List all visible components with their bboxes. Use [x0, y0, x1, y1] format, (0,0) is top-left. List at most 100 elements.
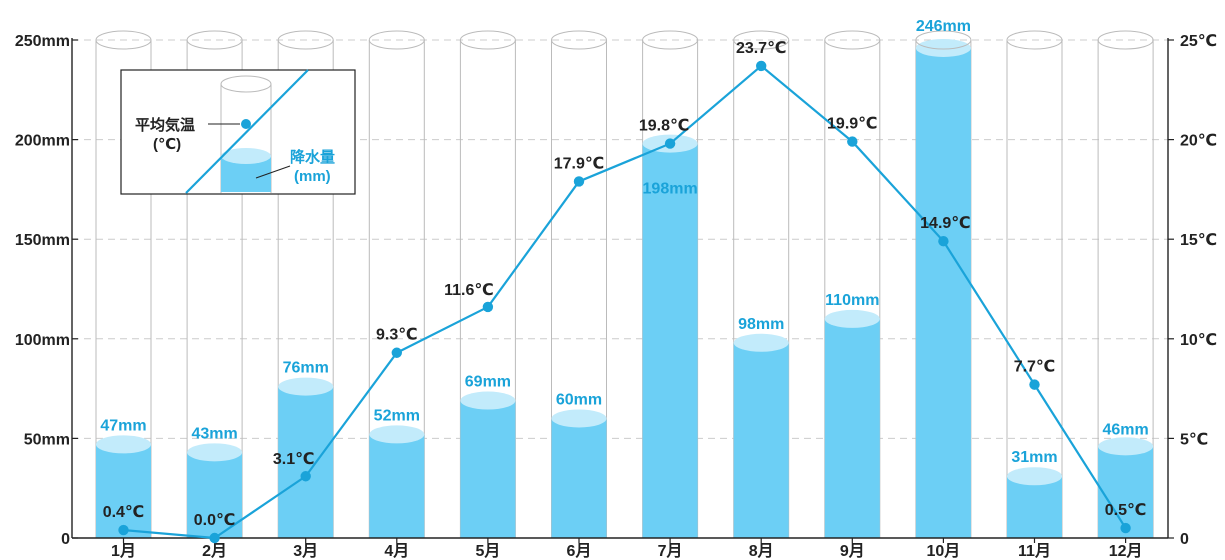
temperature-point — [938, 235, 949, 247]
cylinder-rim — [733, 30, 790, 50]
cylinder-rim — [459, 30, 516, 50]
temperature-point — [1029, 379, 1040, 390]
temperature-value-label: 0.0℃ — [194, 512, 236, 529]
precip-value-label: 43mm — [191, 425, 237, 442]
precip-bar-surface — [369, 425, 425, 444]
temperature-value-label: 11.6℃ — [444, 282, 494, 299]
y-right-tick-label: 15℃ — [1180, 232, 1217, 249]
cylinder-rim — [642, 30, 699, 50]
precip-value-label: 98mm — [738, 316, 784, 333]
temperature-value-label: 14.9℃ — [920, 215, 971, 232]
precip-value-label: 60mm — [556, 391, 602, 408]
y-left-tick-label: 0 — [61, 531, 70, 548]
precip-bar-surface — [1098, 437, 1154, 456]
legend-temp-point — [241, 119, 251, 129]
precip-bar-surface — [278, 377, 334, 396]
cylinder-rim — [95, 30, 152, 50]
temperature-value-label: 19.8℃ — [639, 118, 690, 135]
cylinder-rim — [1097, 30, 1154, 50]
precip-bar — [1007, 476, 1062, 538]
x-tick-label: 6月 — [567, 542, 592, 560]
precip-bar — [824, 318, 880, 538]
legend-precip-label: 降水量 — [290, 148, 335, 166]
x-tick-label: 3月 — [293, 542, 318, 560]
legend: 平均気温 (℃) 降水量 (mm) — [120, 69, 356, 195]
precip-bar — [551, 418, 607, 538]
precip-bar — [733, 342, 789, 538]
x-tick-label: 12月 — [1109, 542, 1143, 560]
y-right-tick-label: 10℃ — [1180, 332, 1217, 349]
precip-value-label: 52mm — [374, 407, 420, 424]
y-left-tick-label: 50mm — [24, 431, 70, 448]
precip-value-label: 76mm — [283, 360, 329, 377]
precip-value-label: 69mm — [465, 374, 511, 391]
x-tick-label: 9月 — [840, 542, 865, 560]
cylinder-rim — [824, 30, 881, 50]
temperature-value-label: 3.1℃ — [273, 451, 315, 468]
legend-temp-unit: (℃) — [153, 136, 181, 153]
precip-bar-surface — [733, 333, 789, 352]
temperature-value-label: 7.7℃ — [1014, 359, 1056, 376]
y-left-tick-label: 150mm — [15, 232, 70, 249]
temperature-point — [664, 138, 676, 149]
temperature-point — [847, 136, 858, 147]
precip-bar-surface — [187, 443, 243, 462]
y-right-tick-label: 20℃ — [1180, 133, 1217, 150]
temperature-value-label: 19.9℃ — [827, 116, 878, 133]
precip-bar — [642, 143, 698, 539]
precip-bar-surface — [1007, 467, 1062, 486]
legend-cylinder-rim — [220, 75, 272, 93]
cylinder-rim — [915, 30, 972, 50]
temperature-point — [756, 60, 767, 72]
precip-bar — [369, 434, 425, 538]
precip-bar — [915, 47, 971, 539]
precip-value-label: 47mm — [100, 417, 146, 434]
precip-value-label: 46mm — [1102, 421, 1148, 438]
y-left-tick-label: 200mm — [15, 133, 70, 150]
legend-water-surface — [221, 148, 271, 164]
temperature-point — [1120, 522, 1131, 534]
precip-value-label: 31mm — [1011, 449, 1057, 466]
precip-bar-surface — [551, 409, 607, 428]
precip-bar-surface — [824, 309, 880, 328]
precip-value-label: 246mm — [916, 18, 971, 35]
y-right-tick-label: 25℃ — [1180, 33, 1217, 50]
precip-bar-surface — [915, 38, 971, 57]
x-tick-label: 5月 — [475, 542, 500, 560]
precip-bar — [278, 386, 334, 538]
data-labels: 47mm 43mm 76mm 52mm 69mm 60mm 198mm 98mm 110mm 24… — [100, 18, 1148, 529]
precip-bar-surface — [96, 435, 151, 454]
x-tick-label: 11月 — [1018, 542, 1051, 560]
precip-bar — [1098, 446, 1154, 538]
legend-cylinder — [185, 69, 309, 194]
cylinder-rim — [551, 30, 607, 50]
precip-bar — [187, 452, 243, 538]
x-tick-label: 10月 — [926, 542, 960, 560]
temperature-line — [123, 64, 1127, 540]
y-left-tick-label: 250mm — [15, 33, 70, 50]
y-left-tick-label: 100mm — [15, 332, 70, 349]
temperature-line-layer — [118, 60, 1131, 544]
cylinder-rim — [186, 30, 243, 50]
temperature-point — [118, 524, 129, 536]
legend-temp-line — [185, 69, 309, 194]
temperature-point — [573, 176, 585, 187]
precip-bar — [460, 400, 516, 538]
legend-precip-leader — [255, 165, 291, 179]
x-tick-label: 7月 — [658, 542, 683, 560]
x-tick-label: 4月 — [384, 542, 409, 560]
legend-temp-label: 平均気温 — [135, 116, 195, 134]
temperature-value-label: 23.7℃ — [736, 40, 787, 57]
temperature-value-label: 9.3℃ — [376, 327, 418, 344]
x-tick-label: 1月 — [111, 542, 136, 560]
precip-bar — [96, 444, 151, 538]
temperature-point — [482, 301, 494, 313]
temperature-point — [391, 347, 402, 358]
x-tick-label: 2月 — [202, 542, 227, 560]
temperature-value-label: 17.9℃ — [554, 155, 605, 172]
temperature-point — [209, 532, 220, 544]
cylinder-rim — [1006, 30, 1063, 50]
temperature-value-label: 0.5℃ — [1105, 502, 1147, 519]
x-tick-label: 8月 — [749, 542, 774, 560]
